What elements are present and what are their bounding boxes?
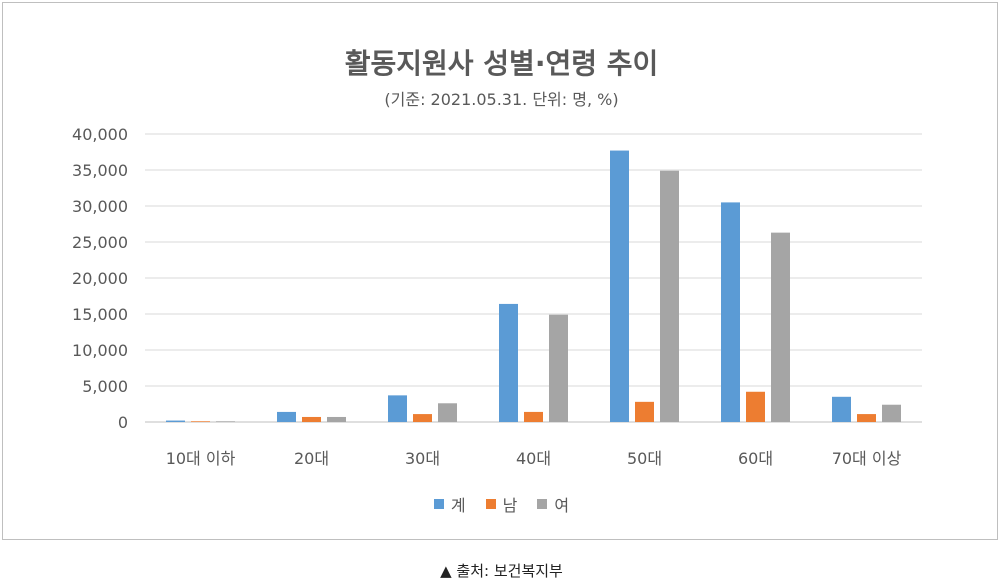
legend-label: 계 <box>450 496 466 515</box>
y-tick-label: 15,000 <box>72 305 128 324</box>
bar <box>302 416 321 422</box>
chart-subtitle: (기준: 2021.05.31. 단위: 명, %) <box>384 90 619 109</box>
chart-frame <box>2 2 998 540</box>
bar <box>746 391 765 422</box>
bar <box>882 404 901 422</box>
bar <box>277 411 296 422</box>
bar <box>832 396 851 422</box>
bar <box>216 421 235 422</box>
bar <box>771 232 790 422</box>
legend-item: 여 <box>537 492 569 516</box>
chart-title: 활동지원사 성별·연령 추이 <box>344 47 659 80</box>
x-tick-label: 30대 <box>405 449 440 468</box>
legend-item: 남 <box>485 492 518 516</box>
x-tick-label: 60대 <box>738 449 773 468</box>
legend-label: 남 <box>502 496 518 515</box>
legend-swatch <box>485 499 496 509</box>
bar <box>191 421 210 422</box>
bar <box>660 170 679 422</box>
bar <box>635 401 654 422</box>
legend-swatch <box>433 499 444 509</box>
x-tick-label: 50대 <box>627 449 662 468</box>
legend-swatch <box>537 499 548 509</box>
legend-item: 계 <box>433 492 466 516</box>
y-tick-label: 35,000 <box>72 161 128 180</box>
bar <box>499 303 518 422</box>
y-tick-label: 5,000 <box>82 377 128 396</box>
bar <box>388 395 407 422</box>
bar <box>413 414 432 422</box>
legend-label: 여 <box>554 496 570 515</box>
bar <box>438 403 457 422</box>
y-tick-label: 0 <box>118 413 128 432</box>
bar <box>610 150 629 422</box>
bar <box>327 416 346 422</box>
x-tick-label: 20대 <box>294 449 329 468</box>
y-tick-label: 10,000 <box>72 341 128 360</box>
y-tick-label: 30,000 <box>72 197 128 216</box>
y-tick-label: 20,000 <box>72 269 128 288</box>
y-tick-label: 40,000 <box>72 125 128 144</box>
x-tick-label: 40대 <box>516 449 551 468</box>
y-tick-label: 25,000 <box>72 233 128 252</box>
bar <box>166 420 185 422</box>
x-tick-label: 10대 이하 <box>166 449 236 468</box>
source-caption: ▲ 출처: 보건복지부 <box>440 562 563 580</box>
bar <box>721 202 740 422</box>
x-tick-label: 70대 이상 <box>832 449 902 468</box>
bar <box>524 411 543 422</box>
bar <box>857 414 876 422</box>
bar <box>549 314 568 422</box>
